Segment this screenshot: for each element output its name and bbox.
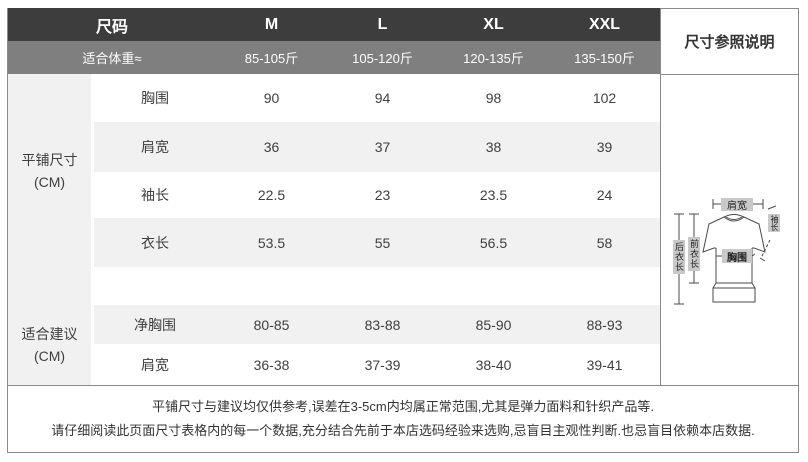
row-value: 85-90: [475, 316, 512, 333]
weight-value: 105-120斤: [352, 51, 413, 66]
row-label: 衣长: [141, 234, 169, 251]
group-fit-advice: 适合建议 (CM): [8, 305, 91, 385]
group-unit: (CM): [33, 173, 66, 190]
group-unit: (CM): [33, 348, 66, 364]
group-flat-size: 平铺尺寸 (CM): [8, 74, 91, 267]
diagram-label-front-length: 前衣长: [688, 237, 700, 271]
row-value: 38-40: [475, 356, 512, 373]
row-value: 55: [374, 234, 391, 251]
group-spacer: [8, 267, 91, 305]
weight-row-label: 适合体重≈: [82, 51, 142, 66]
diagram-label-shoulder: 肩宽: [721, 198, 753, 212]
row-value: 53.5: [257, 234, 286, 251]
size-column-xl: XL: [483, 15, 504, 33]
row-value: 90: [263, 90, 280, 106]
row-value: 58: [596, 234, 613, 251]
group-label: 平铺尺寸: [21, 151, 78, 168]
row-label: 肩宽: [141, 356, 169, 373]
row-value: 98: [485, 90, 502, 106]
row-value: 23.5: [479, 187, 508, 203]
row-value: 94: [374, 90, 391, 106]
table-row-shoulder-range: 肩宽 36-38 37-39 38-40 39-41: [94, 344, 660, 385]
diagram-label-back-length: 后衣长: [673, 240, 685, 274]
table-row-sleeve: 袖长 22.5 23 23.5 24: [94, 172, 660, 218]
row-value: 22.5: [257, 187, 286, 203]
row-value: 83-88: [364, 316, 401, 333]
table-body: 平铺尺寸 (CM) 适合建议 (CM) 胸围 90 94 98 102: [8, 74, 660, 385]
row-value: 102: [592, 90, 617, 106]
weight-row: 适合体重≈ 85-105斤 105-120斤 120-135斤 135-150斤: [8, 41, 660, 74]
size-column-l: L: [377, 15, 388, 33]
table-row-length: 衣长 53.5 55 56.5 58: [94, 218, 660, 267]
size-column-m: M: [264, 15, 279, 33]
row-value: 56.5: [479, 234, 508, 251]
weight-value: 85-105斤: [244, 51, 299, 66]
row-label: 净胸围: [134, 316, 176, 333]
notes-box: 平铺尺寸与建议均仅供参考,误差在3-5cm内均属正常范围,尤其是弹力面料和针织产…: [7, 385, 799, 453]
row-label: 肩宽: [141, 139, 169, 155]
row-label: 袖长: [141, 187, 169, 203]
weight-value: 135-150斤: [574, 51, 635, 66]
row-value: 88-93: [586, 316, 623, 333]
row-value: 38: [485, 139, 502, 155]
size-column-xxl: XXL: [588, 15, 621, 33]
table-row-net-chest: 净胸围 80-85 83-88 85-90 88-93: [94, 305, 660, 344]
weight-value: 120-135斤: [463, 51, 524, 66]
table-row-shoulder: 肩宽 36 37 38 39: [94, 122, 660, 172]
table-row-chest: 胸围 90 94 98 102: [94, 74, 660, 122]
row-label: 胸围: [141, 90, 169, 106]
row-value: 24: [596, 187, 613, 203]
row-value: 36-38: [253, 356, 290, 373]
size-header-row: 尺码 M L XL XXL: [8, 8, 660, 41]
group-column: 平铺尺寸 (CM) 适合建议 (CM): [8, 74, 91, 385]
diagram-label-chest: 胸围: [722, 249, 752, 264]
row-value: 39: [596, 139, 613, 155]
row-value: 39-41: [586, 356, 623, 373]
size-table: 尺码 M L XL XXL 适合体重≈ 85-105斤 105-120斤 120…: [7, 8, 660, 385]
note-line-1: 平铺尺寸与建议均仅供参考,误差在3-5cm内均属正常范围,尤其是弹力面料和针织产…: [152, 399, 654, 414]
note-line-2: 请仔细阅读此页面尺寸表格内的每一个数据,充分结合先前于本店选码经验来选购,忌盲目…: [51, 423, 755, 438]
panel-title: 尺寸参照说明: [661, 9, 798, 75]
size-reference-panel: 尺寸参照说明: [660, 8, 799, 385]
row-value: 23: [374, 187, 391, 203]
row-value: 37-39: [364, 356, 401, 373]
diagram-label-sleeve: 袖长: [768, 214, 780, 232]
row-value: 36: [263, 139, 280, 155]
size-header-label: 尺码: [95, 18, 128, 36]
row-value: 80-85: [253, 316, 290, 333]
measurement-rows: 胸围 90 94 98 102 肩宽 36 37 38 39 袖长 22.5 2…: [94, 74, 660, 385]
row-value: 37: [374, 139, 391, 155]
spacer-row: [94, 267, 660, 305]
group-label: 适合建议: [21, 326, 78, 342]
